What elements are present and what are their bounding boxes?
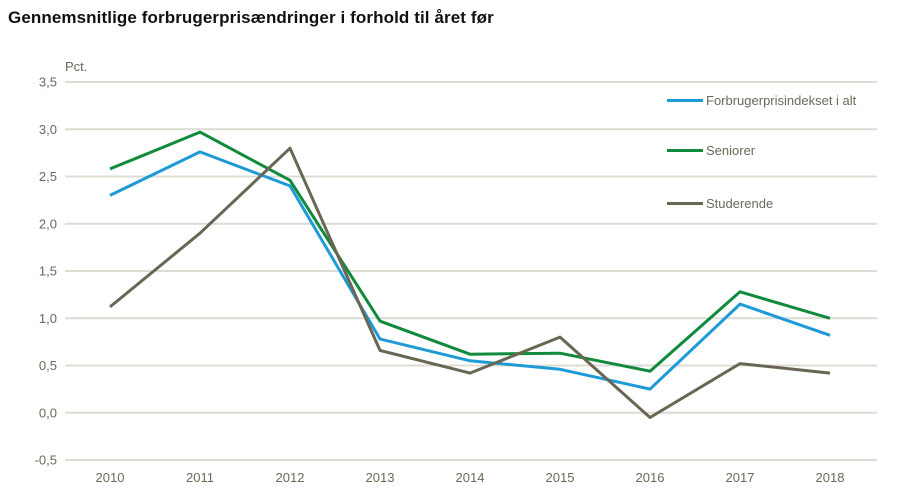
legend-swatch-studerende — [667, 201, 703, 205]
y-tick-label: 0,0 — [39, 405, 57, 420]
series-line-studerende — [109, 146, 831, 419]
y-tick-label: 3,0 — [39, 122, 57, 137]
series-line-forbrugerprisindekset-i-alt — [109, 150, 831, 391]
x-tick-label: 2011 — [186, 470, 214, 485]
y-tick-label: 3,5 — [39, 75, 57, 90]
legend-swatch-seniorer — [667, 148, 703, 152]
y-tick-label: -0,5 — [35, 453, 57, 468]
y-tick-label: 2,0 — [39, 216, 57, 231]
x-tick-label: 2017 — [726, 470, 755, 485]
x-tick-label: 2014 — [456, 470, 485, 485]
legend-swatch-forbrugerprisindekset — [667, 98, 703, 102]
chart-title: Gennemsnitlige forbrugerprisændringer i … — [8, 8, 494, 27]
legend-item-studerende: Studerende — [667, 195, 774, 211]
x-tick-label: 2013 — [366, 470, 395, 485]
x-tick-label: 2015 — [546, 470, 575, 485]
y-axis-unit-label: Pct. — [65, 59, 88, 74]
legend-label-forbrugerprisindekset: Forbrugerprisindekset i alt — [706, 92, 857, 108]
y-tick-label: 2,5 — [39, 169, 57, 184]
y-tick-label: 1,5 — [39, 264, 57, 279]
x-tick-label: 2012 — [276, 470, 305, 485]
legend-item-forbrugerprisindekset: Forbrugerprisindekset i alt — [667, 92, 857, 108]
series-line-seniorer — [109, 130, 831, 373]
legend-label-studerende: Studerende — [706, 195, 774, 211]
y-tick-label: 0,5 — [39, 358, 57, 373]
x-tick-label: 2018 — [816, 470, 845, 485]
x-tick-label: 2016 — [636, 470, 665, 485]
legend-label-seniorer: Seniorer — [706, 142, 756, 158]
y-tick-label: 1,0 — [39, 311, 57, 326]
legend-item-seniorer: Seniorer — [667, 142, 756, 158]
x-tick-label: 2010 — [96, 470, 125, 485]
